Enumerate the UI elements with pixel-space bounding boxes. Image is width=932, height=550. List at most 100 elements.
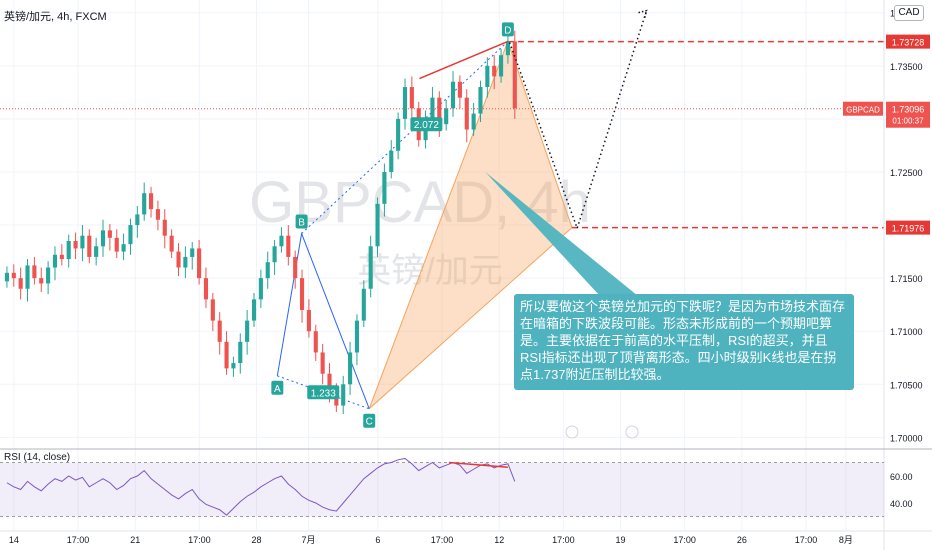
time-tick-label: 7月 — [302, 535, 316, 545]
candle-body — [313, 331, 318, 353]
candle-body — [306, 309, 311, 332]
time-tick-label: 6 — [375, 535, 380, 545]
candle-body — [238, 341, 243, 364]
pattern-point-c — [363, 413, 376, 428]
candle-body — [25, 265, 30, 289]
note-pointer — [485, 171, 638, 296]
candle-body — [286, 235, 291, 257]
candle-body — [361, 288, 366, 321]
current-price-label: 1.73096 — [892, 105, 925, 115]
level-price-tag — [886, 220, 930, 235]
pattern-point-label: A — [274, 384, 281, 395]
candle-body — [162, 219, 167, 236]
candle-body — [197, 248, 202, 279]
time-tick-label: 17:00 — [431, 535, 454, 545]
candle-body — [52, 254, 58, 268]
candle-body — [471, 113, 476, 130]
candle-body — [457, 81, 462, 98]
candle-body — [437, 97, 442, 125]
candle-body — [499, 55, 504, 77]
candle-body — [176, 251, 181, 268]
time-tick-label: 26 — [737, 535, 747, 545]
rsi-title: RSI (14, close) — [4, 452, 71, 463]
analysis-note: 所以要做这个英镑兑加元的下跌呢？是因为市场技术面存在暗箱的下跌波段可能。形态未形… — [514, 294, 854, 390]
candle-body — [32, 265, 37, 279]
pattern-point-d — [501, 22, 514, 37]
symbol-tag-label: GBPCAD — [846, 106, 880, 115]
candle-body — [251, 299, 257, 321]
ratio-box — [410, 117, 443, 132]
pattern-point-label: B — [298, 218, 305, 229]
candle-body — [320, 352, 325, 374]
ratio-label: 1.233 — [311, 388, 336, 399]
symbol-title: 英镑/加元, 4h, FXCM — [4, 11, 107, 23]
candle-body — [114, 237, 119, 252]
time-tick-label: 21 — [130, 535, 140, 545]
level-price-tag — [886, 34, 930, 49]
price-tick-label: 1.70000 — [890, 433, 923, 443]
candle-body — [203, 278, 209, 300]
candle-body — [135, 214, 140, 226]
candle-body — [66, 240, 71, 260]
time-tick-label: 17:00 — [552, 535, 575, 545]
rsi-line — [6, 457, 516, 516]
symbol-tag — [843, 101, 883, 116]
time-tick-label: 12 — [494, 535, 504, 545]
candle-body — [478, 87, 483, 114]
candle-body — [464, 97, 469, 130]
candle-body — [100, 230, 106, 247]
candle-body — [231, 363, 236, 369]
candle-body — [18, 278, 23, 289]
candle-body — [142, 193, 147, 215]
ratio-line-bd — [301, 41, 509, 234]
pattern-triangle — [368, 39, 573, 410]
pattern-point-b — [295, 214, 308, 229]
price-tick-label: 1.70500 — [890, 380, 923, 390]
ratio-box — [307, 385, 340, 400]
candle-body — [389, 150, 394, 172]
top-trendline — [419, 40, 509, 80]
ratio-line-ac — [277, 375, 370, 410]
candle-body — [258, 278, 263, 300]
candle-body — [39, 278, 44, 284]
countdown-label: 01:00:37 — [892, 117, 924, 126]
candle-body — [265, 262, 270, 279]
candle-body — [59, 254, 64, 260]
candle-body — [94, 246, 99, 257]
candle-body — [485, 65, 490, 88]
candle-body — [148, 193, 154, 210]
projection-arrowhead — [638, 9, 648, 19]
candle-body — [4, 272, 9, 282]
candle-body — [155, 209, 160, 220]
event-flag-icon — [625, 425, 639, 439]
candle-body — [183, 256, 188, 268]
time-tick-label: 17:00 — [188, 535, 211, 545]
price-axis-bg — [884, 0, 932, 550]
candle-body — [382, 171, 387, 204]
pattern-point-a — [271, 380, 284, 395]
candle-body — [512, 41, 517, 109]
price-tick-label: 1.73500 — [890, 62, 923, 72]
rsi-band — [0, 462, 884, 517]
time-tick-label: 8月 — [839, 535, 853, 545]
candle-body — [354, 320, 360, 353]
candle-body — [169, 235, 174, 252]
rsi-divergence-line — [448, 461, 508, 468]
time-tick-label: 17:00 — [673, 535, 696, 545]
event-flag-icon — [565, 425, 579, 439]
price-tick-label: 1.71500 — [890, 274, 923, 284]
pattern-point-label: C — [366, 417, 373, 428]
candle-body — [87, 235, 92, 257]
candle-body — [450, 81, 456, 109]
candle-body — [492, 65, 497, 77]
currency-button[interactable]: CAD — [894, 5, 924, 21]
candle-body — [299, 278, 305, 310]
candle-body — [341, 384, 346, 406]
candle-body — [121, 244, 126, 252]
candle-body — [128, 225, 133, 245]
candle-body — [368, 246, 373, 289]
candle-body — [80, 235, 85, 249]
candle-body — [46, 267, 51, 284]
pattern-point-label: D — [504, 25, 511, 36]
